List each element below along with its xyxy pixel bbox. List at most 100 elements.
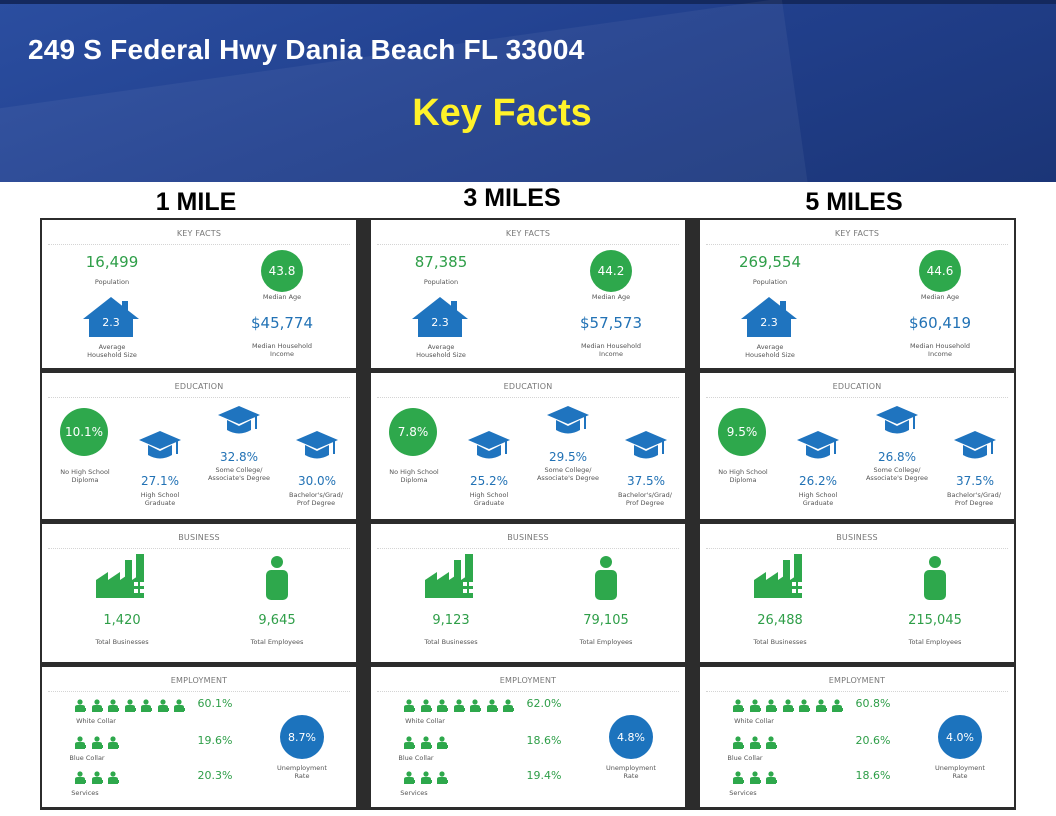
some-college-label-line-2: Associate's Degree [207, 474, 270, 482]
median-income-label: Median Household Income [571, 342, 651, 358]
unemployment-label-line-2: Rate [294, 772, 310, 780]
worker-icon [107, 697, 119, 716]
worker-icon [173, 697, 185, 716]
no-high-school-label-line-2: Diploma [71, 476, 99, 484]
panel-divider [377, 244, 679, 245]
household-size-value: 2.3 [760, 316, 778, 329]
education-panel: EDUCATION 7.8% No High School Diploma 25… [371, 373, 685, 519]
radius-column-3: KEY FACTS 269,554 Population 44.6 Median… [698, 218, 1016, 810]
blue-collar-icons [403, 734, 519, 749]
bachelors-value: 30.0% [297, 474, 337, 488]
median-age-badge: 44.2 [590, 250, 632, 292]
some-college-value: 26.8% [877, 450, 917, 464]
blue-collar-icons [732, 734, 848, 749]
some-college-label-line-1: Some College/ [873, 466, 921, 474]
key-facts-panel: KEY FACTS 269,554 Population 44.6 Median… [700, 220, 1014, 368]
total-businesses-value: 9,123 [432, 613, 470, 628]
worker-icon [782, 697, 794, 716]
population-label: Population [423, 278, 459, 286]
median-income-label-line-1: Median Household [251, 342, 313, 350]
employment-panel: EMPLOYMENT 62.0% White Collar 18.6% Blue… [371, 667, 685, 807]
total-employees-label: Total Employees [908, 638, 962, 646]
bachelors-label: Bachelor's/Grad/ Prof Degree [935, 491, 1013, 507]
page-title: Key Facts [412, 92, 592, 134]
no-high-school-label-line-1: No High School [718, 468, 768, 476]
no-high-school-badge: 9.5% [718, 408, 766, 456]
median-age-badge: 43.8 [261, 250, 303, 292]
panel-divider [706, 244, 1008, 245]
high-school-label-line-1: High School [140, 491, 180, 499]
header-banner: 249 S Federal Hwy Dania Beach FL 33004 K… [0, 0, 1056, 182]
radius-heading-2: 3 MILES [463, 184, 561, 212]
panel-divider [706, 548, 1008, 549]
median-age-label: Median Age [262, 293, 302, 301]
median-income-value: $45,774 [250, 314, 314, 332]
worker-icon [403, 734, 415, 753]
high-school-label: High School Graduate [459, 491, 519, 507]
unemployment-label-line-1: Unemployment [606, 764, 656, 772]
worker-icon [403, 769, 415, 788]
worker-icon [765, 697, 777, 716]
total-employees-label: Total Employees [579, 638, 633, 646]
household-size-label: Average Household Size [735, 343, 805, 359]
key-facts-panel: KEY FACTS 87,385 Population 44.2 Median … [371, 220, 685, 368]
panel-title: BUSINESS [836, 533, 878, 542]
person-icon [595, 556, 617, 600]
bachelors-label-line-1: Bachelor's/Grad/ [947, 491, 1001, 499]
unemployment-label-line-1: Unemployment [277, 764, 327, 772]
household-size-value: 2.3 [102, 316, 120, 329]
panel-title: KEY FACTS [505, 229, 551, 238]
services-label: Services [71, 789, 99, 797]
panel-divider [377, 548, 679, 549]
worker-icon [732, 769, 744, 788]
panel-title: EDUCATION [832, 382, 882, 391]
household-size-label-line-1: Average [98, 343, 126, 351]
worker-icon [124, 697, 136, 716]
panel-title: KEY FACTS [176, 229, 222, 238]
unemployment-label-line-2: Rate [952, 772, 968, 780]
graduation-cap-icon [296, 431, 338, 459]
panel-divider [48, 397, 350, 398]
population-label: Population [94, 278, 130, 286]
some-college-label-line-2: Associate's Degree [865, 474, 928, 482]
bachelors-label: Bachelor's/Grad/ Prof Degree [277, 491, 355, 507]
blue-collar-value: 20.6% [855, 734, 891, 747]
median-income-label: Median Household Income [900, 342, 980, 358]
some-college-value: 32.8% [219, 450, 259, 464]
factory-icon [754, 554, 802, 598]
business-panel: BUSINESS 9,123 Total Businesses 79,105 T… [371, 524, 685, 662]
blue-collar-label: Blue Collar [398, 754, 434, 762]
high-school-value: 26.2% [798, 474, 838, 488]
unemployment-label: Unemployment Rate [596, 764, 666, 780]
white-collar-label: White Collar [734, 717, 774, 725]
white-collar-icons [74, 697, 190, 712]
some-college-label-line-1: Some College/ [215, 466, 263, 474]
total-businesses-label: Total Businesses [424, 638, 478, 646]
house-icon [83, 297, 139, 337]
worker-icon [469, 697, 481, 716]
worker-icon [157, 697, 169, 716]
person-icon [266, 556, 288, 600]
some-college-label-line-2: Associate's Degree [536, 474, 599, 482]
no-high-school-label-line-2: Diploma [400, 476, 428, 484]
services-icons [732, 769, 848, 784]
worker-icon [749, 769, 761, 788]
no-high-school-label-line-2: Diploma [729, 476, 757, 484]
panel-title: KEY FACTS [834, 229, 880, 238]
panel-title: EMPLOYMENT [499, 676, 557, 685]
panel-title: EDUCATION [503, 382, 553, 391]
median-income-label-line-2: Income [270, 350, 294, 358]
some-college-value: 29.5% [548, 450, 588, 464]
radius-column-2: KEY FACTS 87,385 Population 44.2 Median … [369, 218, 687, 810]
panel-divider [48, 691, 350, 692]
radius-heading-1: 1 MILE [155, 188, 237, 216]
median-income-value: $57,573 [579, 314, 643, 332]
some-college-label-line-1: Some College/ [544, 466, 592, 474]
services-icons [74, 769, 190, 784]
median-age-label: Median Age [591, 293, 631, 301]
graduation-cap-icon [139, 431, 181, 459]
worker-icon [749, 734, 761, 753]
blue-collar-icons [74, 734, 190, 749]
unemployment-label-line-1: Unemployment [935, 764, 985, 772]
panel-title: BUSINESS [178, 533, 220, 542]
